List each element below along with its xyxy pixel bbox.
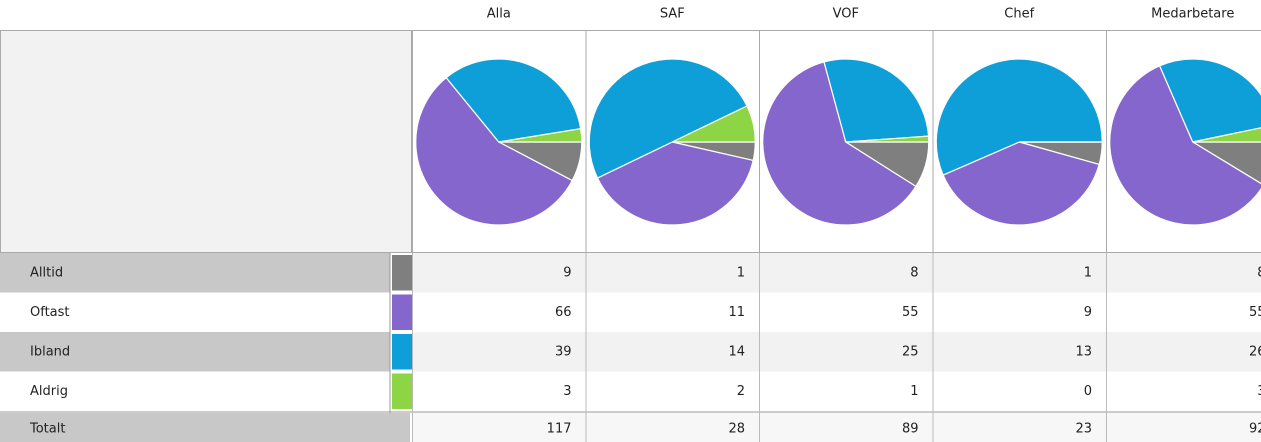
cell-value: 1 [910,384,918,399]
total-value: 92 [1249,422,1261,437]
total-value: 89 [902,422,919,437]
row-bg [412,253,1261,293]
row-label: Alltid [30,265,63,280]
total-label: Totalt [29,422,65,437]
label-cell [0,413,410,442]
row-bg [412,413,1261,442]
pie-slice [1192,127,1261,143]
row-label: Ibland [30,344,70,359]
label-cell [0,253,390,293]
column-header: Medarbetare [1151,7,1234,22]
cell-value: 8 [1257,265,1261,280]
label-cell [0,332,390,372]
cell-value: 25 [902,344,919,359]
row-label: Aldrig [30,384,68,399]
cell-value: 9 [563,265,571,280]
pie-slice [942,141,1100,226]
cell-value: 26 [1249,344,1261,359]
column-header: VOF [833,7,859,22]
corner-cell [0,30,412,253]
cell-value: 66 [555,305,572,320]
label-cell [0,292,390,332]
cell-value: 3 [1257,384,1261,399]
cell-value: 1 [737,265,745,280]
pie-slice [596,141,754,226]
pie-slice [498,127,583,143]
color-swatch [392,373,412,409]
pie-slice [762,61,917,226]
pie-slice [1109,65,1261,226]
cell-value: 39 [555,344,572,359]
cell-value: 14 [728,344,745,359]
color-swatch [392,255,412,291]
cell-value: 13 [1075,344,1092,359]
pie-slice [445,58,582,143]
cell-value: 9 [1084,305,1092,320]
total-value: 117 [547,422,572,437]
total-value: 23 [1075,422,1092,437]
column-header: Chef [1004,7,1034,22]
cell-value: 3 [563,384,571,399]
cell-value: 8 [910,265,918,280]
column-header: SAF [660,7,685,22]
label-cell [0,371,390,411]
row-label: Oftast [30,305,70,320]
cell-value: 2 [737,384,745,399]
pie-slice [935,58,1103,176]
cell-value: 0 [1084,384,1092,399]
color-swatch [392,334,412,370]
cell-value: 1 [1084,265,1092,280]
cell-value: 55 [1249,305,1261,320]
total-value: 28 [728,422,745,437]
row-bg [412,292,1261,332]
pie-slice [671,105,756,143]
cell-value: 11 [728,305,745,320]
pie-slice [845,135,930,143]
pie-slice [415,76,574,226]
pie-slice [588,58,748,179]
cell-value: 55 [902,305,919,320]
column-header: Alla [487,7,511,22]
pie-slice [823,58,930,143]
row-bg [412,371,1261,411]
pie-slice [1158,58,1261,143]
row-bg [412,332,1261,372]
color-swatch [392,294,412,330]
